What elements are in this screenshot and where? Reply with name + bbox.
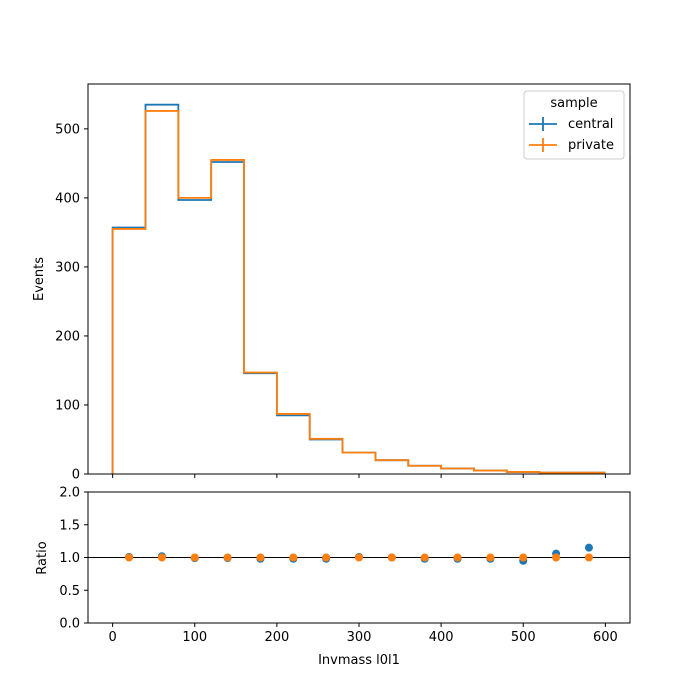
ratio-point-private [157, 553, 166, 562]
ratio-point-private [519, 553, 528, 562]
ratio-point-private [322, 553, 331, 562]
ratio-y-axis-title: Ratio [35, 541, 50, 574]
ratio-frame [87, 491, 631, 624]
ratio-point-private [256, 553, 265, 562]
ratio-point-private [355, 553, 363, 562]
legend-entry-private: private [529, 138, 614, 153]
histogram-x-ticks [112, 474, 606, 478]
legend-entry-central: central [529, 117, 613, 132]
ratio-point-private [584, 553, 593, 562]
histogram-series-group [111, 103, 606, 474]
ratio-point-private [420, 553, 429, 562]
ratio-x-tick-label: 0 [108, 630, 116, 645]
ratio-panel: 0.0 0.5 1.0 1.5 2.0 0 100 200 300 400 500 600 Rati… [35, 486, 631, 668]
ratio-x-tick-label: 200 [264, 630, 289, 645]
legend-title: sample [550, 96, 597, 111]
histogram-frame [87, 83, 631, 475]
ratio-x-tick-label: 600 [593, 630, 618, 645]
histogram-y-tick-label: 500 [55, 122, 80, 137]
histogram-y-tick-label: 200 [55, 329, 80, 344]
histogram-y-axis-title: Events [32, 257, 47, 301]
ratio-x-tick-label: 300 [347, 630, 372, 645]
x-axis-title: Invmass l0l1 [318, 653, 400, 668]
ratio-x-tick-label: 500 [511, 630, 536, 645]
ratio-point-central [584, 543, 593, 552]
ratio-point-private [223, 553, 232, 562]
ratio-point-private [453, 553, 462, 562]
histogram-y-tick-label: 300 [55, 260, 80, 275]
ratio-y-tick-label: 2.0 [59, 486, 80, 501]
ratio-point-private [552, 553, 561, 562]
histogram-y-ticks: 0 100 200 300 400 500 [55, 122, 88, 483]
legend: sample central private [523, 90, 625, 160]
ratio-point-private [387, 553, 396, 562]
ratio-y-tick-label: 0.0 [59, 617, 80, 632]
histogram-y-tick-label: 400 [55, 191, 80, 206]
ratio-point-private [486, 553, 495, 562]
ratio-series-group [125, 543, 593, 565]
histogram-y-tick-label: 0 [72, 468, 80, 483]
ratio-x-tick-label: 100 [182, 630, 207, 645]
ratio-x-ticks: 0 100 200 300 400 500 600 [108, 623, 618, 645]
histogram-step-private [111, 110, 606, 474]
histogram-panel: 0 100 200 300 400 500 Events sample central p… [32, 83, 631, 483]
histogram-y-tick-label: 100 [55, 398, 80, 413]
ratio-x-tick-label: 400 [429, 630, 454, 645]
ratio-y-ticks: 0.0 0.5 1.0 1.5 2.0 [59, 486, 88, 632]
ratio-y-tick-label: 0.5 [59, 584, 80, 599]
ratio-y-tick-label: 1.5 [59, 518, 80, 533]
legend-label-central: central [568, 117, 613, 132]
legend-label-private: private [568, 138, 614, 153]
ratio-point-private [289, 553, 298, 562]
ratio-point-private [190, 553, 199, 562]
ratio-point-private [125, 553, 134, 562]
ratio-y-tick-label: 1.0 [59, 551, 80, 566]
legend-box [523, 90, 625, 160]
